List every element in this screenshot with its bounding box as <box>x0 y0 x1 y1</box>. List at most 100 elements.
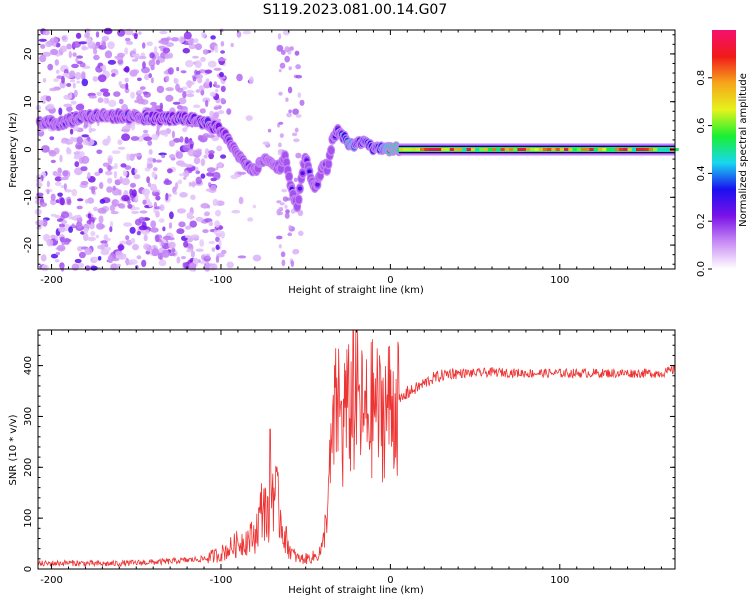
speckle-blob <box>192 55 199 59</box>
speckle-blob <box>183 31 192 40</box>
speckle-blob <box>131 207 141 210</box>
speckle-blob <box>102 64 107 73</box>
speckle-blob <box>93 54 100 61</box>
speckle-blob <box>216 118 222 122</box>
speckle-blob <box>182 91 187 99</box>
x-tick-label: 100 <box>550 575 569 586</box>
ridge-peak <box>297 186 303 191</box>
speckle-blob <box>93 48 98 55</box>
speckle-blob <box>182 47 190 54</box>
speckle-blob <box>71 188 78 197</box>
speckle-blob <box>141 259 147 268</box>
spectrogram-constant-tone <box>398 143 679 156</box>
speckle-blob <box>205 255 211 260</box>
tone-core <box>661 148 666 151</box>
speckle-blob <box>294 127 299 133</box>
speckle-blob <box>211 171 221 179</box>
speckle-blob <box>57 167 62 174</box>
speckle-blob <box>185 60 194 68</box>
speckle-blob <box>35 177 42 184</box>
speckle-blob <box>81 45 87 51</box>
speckle-blob <box>102 91 111 97</box>
speckle-blob <box>54 176 62 182</box>
tone-core <box>559 148 565 151</box>
speckle-blob <box>96 149 103 155</box>
speckle-blob <box>66 83 72 87</box>
speckle-blob <box>237 255 247 259</box>
speckle-blob <box>107 59 116 65</box>
speckle-blob <box>206 134 215 138</box>
speckle-blob <box>164 53 170 60</box>
x-tick-label: -200 <box>40 275 63 286</box>
speckle-blob <box>118 98 124 105</box>
speckle-blob <box>148 59 156 67</box>
speckle-blob <box>212 113 219 120</box>
tone-core <box>547 148 552 151</box>
speckle-blob <box>195 248 204 252</box>
speckle-blob <box>163 179 172 186</box>
speckle-blob <box>221 249 227 255</box>
y-tick-label: -10 <box>23 189 34 205</box>
speckle-blob <box>135 265 139 269</box>
speckle-blob <box>219 71 224 78</box>
speckle-blob <box>153 46 158 52</box>
speckle-blob <box>66 198 72 206</box>
speckle-blob <box>159 129 168 136</box>
speckle-blob <box>58 107 63 116</box>
speckle-blob <box>208 150 215 155</box>
speckle-blob <box>39 54 47 63</box>
speckle-blob <box>183 176 187 180</box>
speckle-blob <box>147 140 153 146</box>
colorbar-ticks: 0.0 0.2 0.4 0.6 0.8 <box>696 70 712 277</box>
tone-core <box>458 148 463 151</box>
tone-core <box>517 148 522 151</box>
speckle-blob <box>112 185 116 191</box>
speckle-blob <box>193 104 201 109</box>
speckle-blob <box>87 236 96 242</box>
speckle-blob <box>155 195 161 201</box>
speckle-blob <box>192 76 197 82</box>
speckle-blob <box>220 41 225 47</box>
speckle-blob <box>54 181 62 186</box>
speckle-blob <box>195 216 204 222</box>
spectrogram-ridge <box>35 107 405 213</box>
speckle-blob <box>66 106 73 112</box>
speckle-blob <box>47 63 54 71</box>
speckle-blob <box>91 186 96 195</box>
speckle-blob <box>107 41 115 50</box>
tone-core <box>644 148 650 151</box>
speckle-blob <box>75 32 82 39</box>
snr-x-label: Height of straight line (km) <box>288 585 424 596</box>
tone-core <box>403 148 408 151</box>
speckle-blob <box>279 62 286 69</box>
tone-core <box>555 148 561 151</box>
tone-core <box>568 148 573 151</box>
speckle-blob <box>267 128 272 133</box>
snr-y-ticks: 0 100 200 300 400 <box>23 334 675 572</box>
speckle-blob <box>217 161 223 169</box>
speckle-blob <box>103 27 113 35</box>
speckle-blob <box>193 38 199 44</box>
snr-panel: -200 -100 0 100 0 100 200 300 400 Height of str… <box>8 329 676 596</box>
speckle-blob <box>183 240 189 248</box>
speckle-blob <box>279 133 284 139</box>
speckle-blob <box>92 76 99 82</box>
speckle-blob <box>119 203 126 209</box>
speckle-blob <box>76 136 84 144</box>
tone-core <box>653 148 658 151</box>
speckle-blob <box>95 31 100 38</box>
spectrogram-x-label: Height of straight line (km) <box>288 285 424 296</box>
speckle-blob <box>72 82 76 89</box>
speckle-blob <box>75 57 79 63</box>
tone-core <box>475 148 480 151</box>
speckle-blob <box>117 52 125 58</box>
speckle-blob <box>290 260 295 268</box>
speckle-blob <box>60 211 70 219</box>
y-tick-label: 20 <box>23 48 34 61</box>
tone-core <box>411 148 417 151</box>
speckle-blob <box>200 173 206 179</box>
speckle-blob <box>279 202 285 206</box>
speckle-blob <box>276 44 284 52</box>
speckle-blob <box>76 60 83 65</box>
speckle-blob <box>117 139 123 146</box>
